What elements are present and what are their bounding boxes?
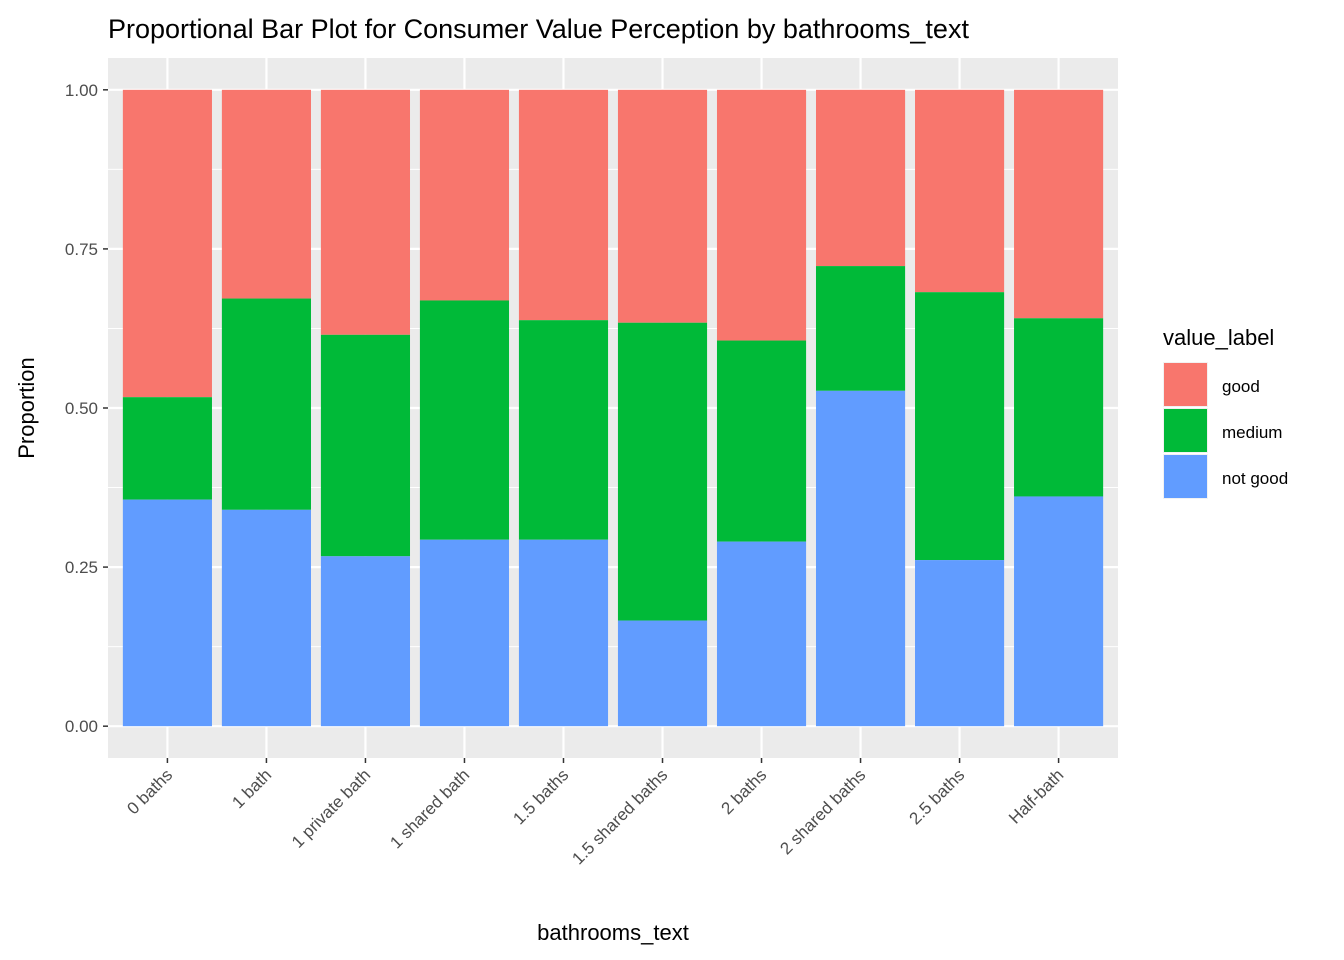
bar-segment-not-good (419, 539, 510, 727)
x-tick-label: 1 private bath (288, 765, 374, 851)
bar-segment-good (617, 89, 708, 323)
x-tick-label: 0 baths (123, 765, 176, 818)
x-tick-label: 1 shared bath (386, 765, 473, 852)
bar-segment-not-good (518, 539, 609, 727)
bar-segment-not-good (915, 560, 1005, 727)
bars (122, 89, 1104, 727)
legend-label: not good (1222, 469, 1288, 488)
bar-segment-good (815, 89, 906, 267)
x-tick-label: Half-bath (1005, 765, 1067, 827)
y-axis-label: Proportion (14, 357, 39, 459)
bar-segment-not-good (716, 541, 807, 727)
bar-segment-good (915, 89, 1005, 293)
x-tick-label: 1.5 shared baths (568, 765, 671, 868)
bar-segment-not-good (320, 556, 411, 727)
bar-segment-not-good (815, 390, 906, 727)
y-tick-label: 0.25 (65, 558, 98, 577)
bar-segment-not-good (122, 499, 212, 727)
y-axis: 0.00 0.25 0.50 0.75 1.00 (65, 81, 108, 736)
bar-segment-good (1014, 89, 1104, 319)
bar-segment-good (419, 89, 510, 301)
x-tick-label: 1 bath (228, 765, 275, 812)
bar-segment-good (221, 89, 311, 299)
y-tick-label: 1.00 (65, 81, 98, 100)
legend-label: medium (1222, 423, 1282, 442)
bar-segment-medium (419, 300, 510, 540)
bar-segment-medium (716, 340, 807, 542)
bar-segment-medium (320, 334, 411, 557)
bar-segment-good (320, 89, 411, 335)
legend-title: value_label (1163, 325, 1274, 350)
legend: value_label good medium not good (1163, 325, 1288, 499)
bar-segment-medium (221, 298, 311, 510)
legend-swatch (1164, 409, 1207, 452)
bar-segment-good (518, 89, 609, 321)
bar-segment-not-good (1014, 496, 1104, 727)
bar-segment-medium (815, 266, 906, 391)
bar-segment-medium (617, 322, 708, 621)
bar-segment-medium (518, 320, 609, 540)
x-tick-label: 2.5 baths (905, 765, 968, 828)
x-tick-label: 2 baths (717, 765, 770, 818)
x-tick-label: 1.5 baths (509, 765, 572, 828)
x-axis-label: bathrooms_text (537, 920, 689, 945)
bar-segment-good (122, 89, 212, 398)
bar-segment-medium (1014, 318, 1104, 497)
bar-segment-not-good (617, 620, 708, 727)
y-tick-label: 0.75 (65, 240, 98, 259)
bar-segment-not-good (221, 509, 311, 727)
bar-segment-medium (915, 292, 1005, 561)
y-tick-label: 0.50 (65, 399, 98, 418)
x-tick-label: 2 shared baths (776, 765, 869, 858)
legend-swatch (1164, 363, 1207, 406)
legend-label: good (1222, 377, 1260, 396)
bar-segment-medium (122, 397, 212, 500)
bar-segment-good (716, 89, 807, 341)
legend-swatch (1164, 455, 1207, 498)
y-tick-label: 0.00 (65, 717, 98, 736)
x-axis: 0 baths 1 bath 1 private bath 1 shared bath… (123, 758, 1067, 868)
chart-title: Proportional Bar Plot for Consumer Value… (108, 14, 969, 44)
